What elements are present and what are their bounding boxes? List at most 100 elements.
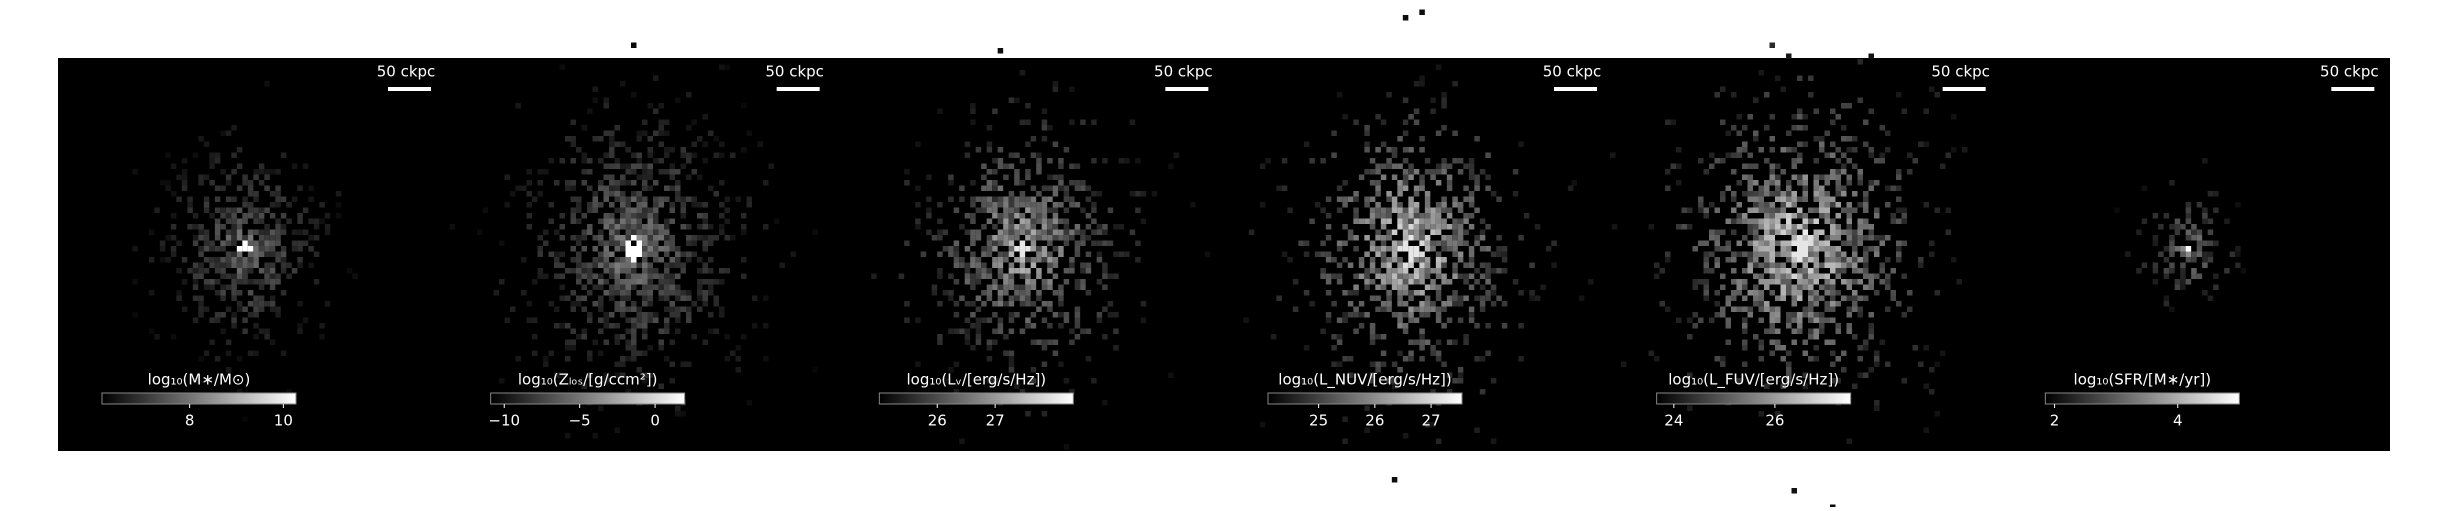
pixel xyxy=(1479,169,1486,175)
pixel xyxy=(1775,345,1781,351)
pixel xyxy=(258,218,265,224)
pixel xyxy=(1808,279,1814,285)
pixel xyxy=(1545,246,1552,252)
pixel xyxy=(697,136,703,142)
pixel xyxy=(986,273,993,279)
pixel xyxy=(1786,268,1792,274)
pixel xyxy=(1863,345,1869,351)
pixel xyxy=(280,257,287,263)
pixel xyxy=(1375,235,1381,241)
pixel xyxy=(997,257,1004,263)
pixel xyxy=(975,323,982,329)
pixel xyxy=(1857,345,1863,351)
pixel xyxy=(1468,163,1475,169)
pixel xyxy=(959,295,965,301)
pixel xyxy=(1380,174,1387,180)
pixel xyxy=(1791,114,1797,120)
pixel xyxy=(236,301,243,307)
pixel xyxy=(1397,323,1403,329)
pixel xyxy=(269,169,276,175)
pixel xyxy=(697,224,703,230)
pixel xyxy=(258,251,265,257)
pixel xyxy=(1786,229,1792,235)
pixel xyxy=(1446,279,1453,285)
pixel xyxy=(970,251,976,257)
pixel xyxy=(647,312,653,318)
pixel xyxy=(1397,284,1403,290)
pixel xyxy=(1698,158,1704,164)
pixel xyxy=(1951,257,1957,263)
pixel xyxy=(937,202,943,208)
pixel xyxy=(1791,257,1797,263)
pixel xyxy=(214,290,221,296)
pixel xyxy=(970,108,976,114)
pixel xyxy=(2180,279,2186,285)
pixel xyxy=(620,224,626,230)
pixel xyxy=(1753,284,1759,290)
pixel xyxy=(286,262,292,268)
pixel xyxy=(1490,290,1497,296)
pixel xyxy=(176,290,182,296)
pixel xyxy=(209,158,215,164)
pixel xyxy=(1102,224,1108,230)
pixel xyxy=(1485,262,1491,268)
pixel xyxy=(576,251,582,257)
pixel xyxy=(242,235,248,241)
pixel xyxy=(1375,114,1381,120)
pixel xyxy=(308,218,314,224)
pixel xyxy=(1786,257,1792,263)
pixel xyxy=(581,213,587,219)
pixel xyxy=(1808,246,1814,252)
pixel xyxy=(275,240,281,246)
pixel xyxy=(1446,174,1453,180)
pixel xyxy=(269,339,276,345)
pixel xyxy=(986,125,993,131)
pixel xyxy=(592,196,598,202)
pixel xyxy=(1074,334,1081,340)
pixel xyxy=(1780,273,1786,279)
pixel xyxy=(1391,174,1398,180)
pixel xyxy=(1819,196,1825,202)
pixel xyxy=(1485,290,1491,296)
pixel xyxy=(664,306,670,312)
pixel xyxy=(1857,279,1863,285)
pixel xyxy=(669,284,675,290)
pixel xyxy=(1802,268,1808,274)
pixel xyxy=(1397,180,1403,186)
pixel xyxy=(231,240,237,246)
pixel xyxy=(493,290,499,296)
pixel xyxy=(1742,268,1748,274)
pixel xyxy=(1852,383,1858,389)
pixel xyxy=(581,152,587,158)
pixel xyxy=(242,213,248,219)
pixel xyxy=(1030,202,1037,208)
pixel xyxy=(598,136,604,142)
pixel xyxy=(1802,191,1808,197)
pixel xyxy=(713,152,719,158)
pixel xyxy=(598,240,604,246)
pixel xyxy=(225,367,232,373)
pixel xyxy=(1441,240,1447,246)
pixel xyxy=(220,284,226,290)
pixel xyxy=(625,290,631,296)
pixel xyxy=(702,235,708,241)
pixel xyxy=(1808,240,1814,246)
pixel xyxy=(1085,196,1092,202)
pixel xyxy=(592,191,598,197)
pixel xyxy=(1709,317,1715,323)
pixel xyxy=(680,361,686,367)
pixel xyxy=(187,202,193,208)
pixel xyxy=(297,240,303,246)
pixel xyxy=(280,350,287,356)
pixel xyxy=(1430,174,1436,180)
pixel xyxy=(1808,75,1814,81)
colorbar-tick-label: 26 xyxy=(1365,412,1384,430)
pixel xyxy=(1808,356,1814,362)
pixel xyxy=(209,180,215,186)
pixel xyxy=(1386,301,1392,307)
pixel xyxy=(1419,268,1425,274)
pixel xyxy=(1742,191,1748,197)
pixel xyxy=(1918,262,1924,268)
pixel xyxy=(1424,158,1431,164)
pixel xyxy=(2169,251,2175,257)
